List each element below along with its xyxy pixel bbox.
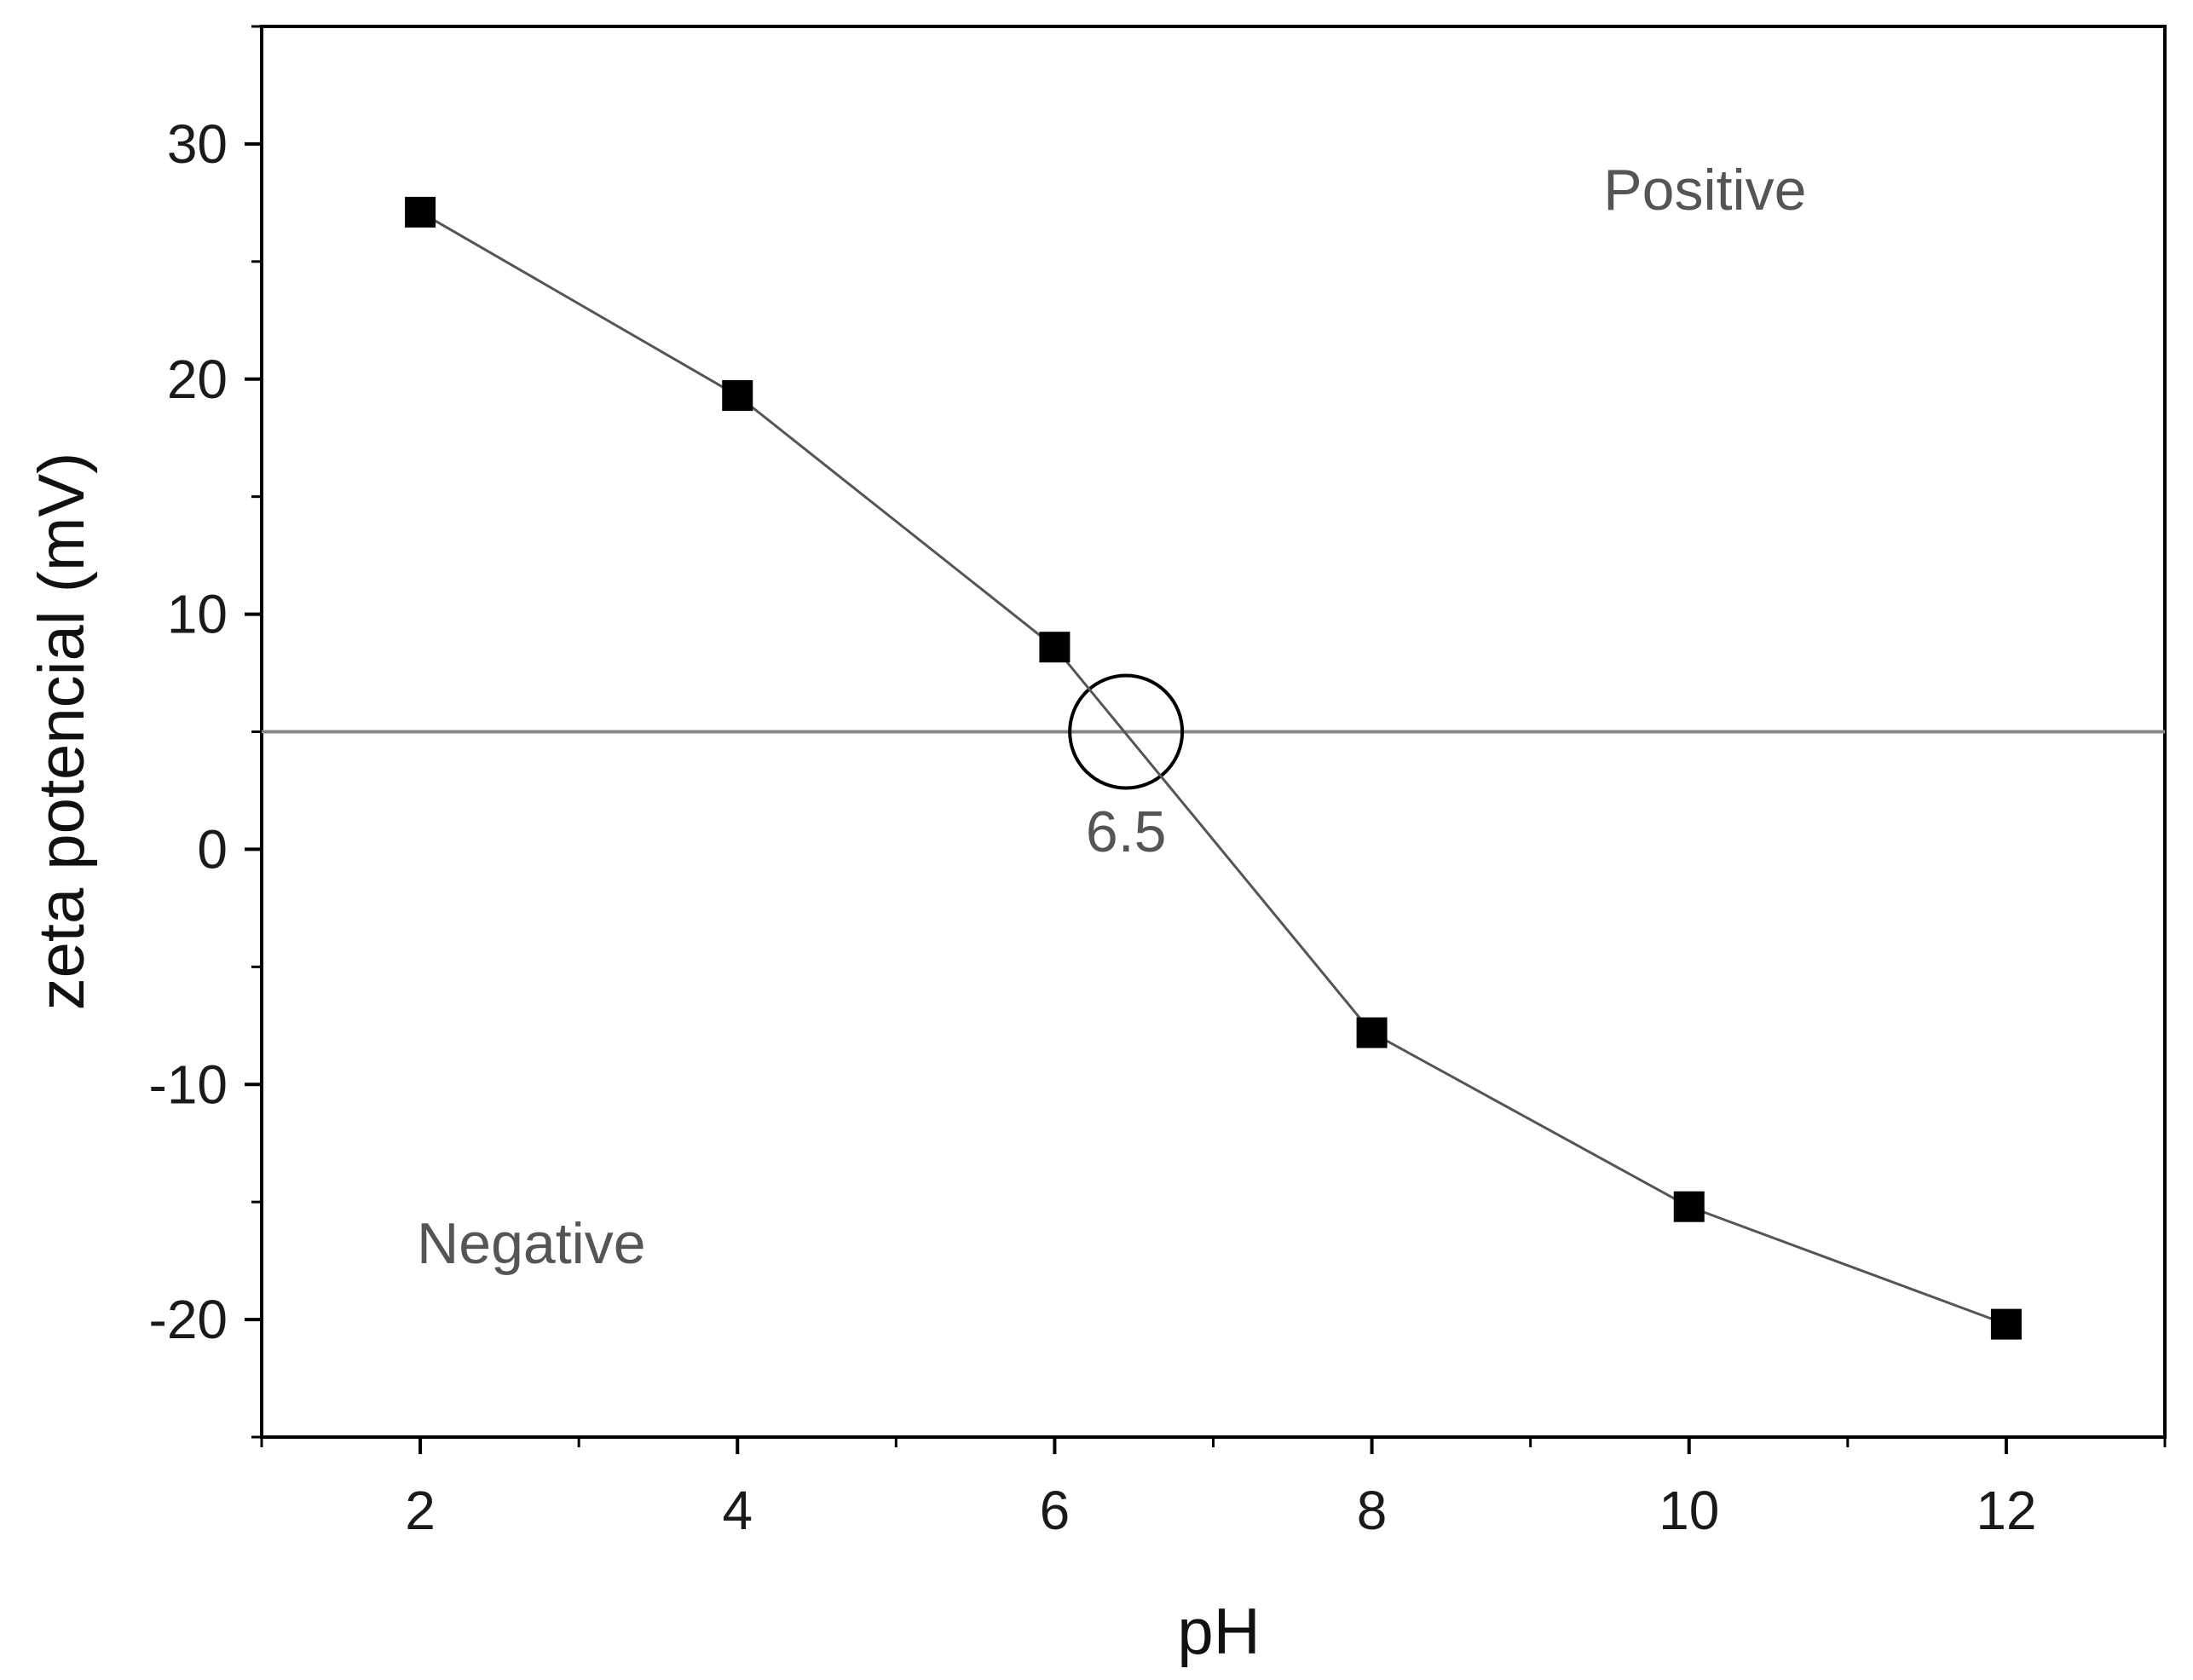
data-point [405, 196, 436, 228]
data-point [1356, 1017, 1388, 1048]
data-point [722, 380, 753, 412]
annotation-iep: 6.5 [1086, 800, 1167, 864]
x-tick-label: 12 [1976, 1480, 2036, 1541]
x-tick-label: 6 [1040, 1480, 1071, 1541]
y-tick-label: 30 [167, 113, 228, 175]
y-tick-label: -10 [149, 1054, 228, 1115]
data-point [1990, 1308, 2022, 1340]
x-tick-label: 4 [722, 1480, 753, 1541]
x-tick-label: 2 [405, 1480, 436, 1541]
annotation-layer: Positive Negative 6.5 [417, 158, 1806, 1276]
y-tick-label: 10 [167, 584, 228, 645]
y-tick-label: -20 [149, 1289, 228, 1350]
annotation-negative: Negative [417, 1211, 645, 1276]
y-tick-label: 20 [167, 349, 228, 410]
y-tick-label: 0 [197, 818, 228, 880]
x-axis-title: pH [1177, 1596, 1260, 1668]
x-tick-label: 8 [1357, 1480, 1388, 1541]
crossing-marker [1068, 673, 1185, 790]
data-point [1673, 1191, 1705, 1222]
series-layer [405, 196, 2022, 1340]
y-axis-title: zeta potencial (mV) [26, 453, 98, 1011]
x-tick-label: 10 [1659, 1480, 1719, 1541]
series-line [419, 211, 2007, 1326]
data-point [1039, 632, 1071, 663]
annotation-positive: Positive [1603, 158, 1806, 222]
reference-layer [262, 673, 2165, 790]
tick-layer: 2 4 6 8 10 12 -20 -10 0 10 20 30 [149, 25, 2167, 1541]
